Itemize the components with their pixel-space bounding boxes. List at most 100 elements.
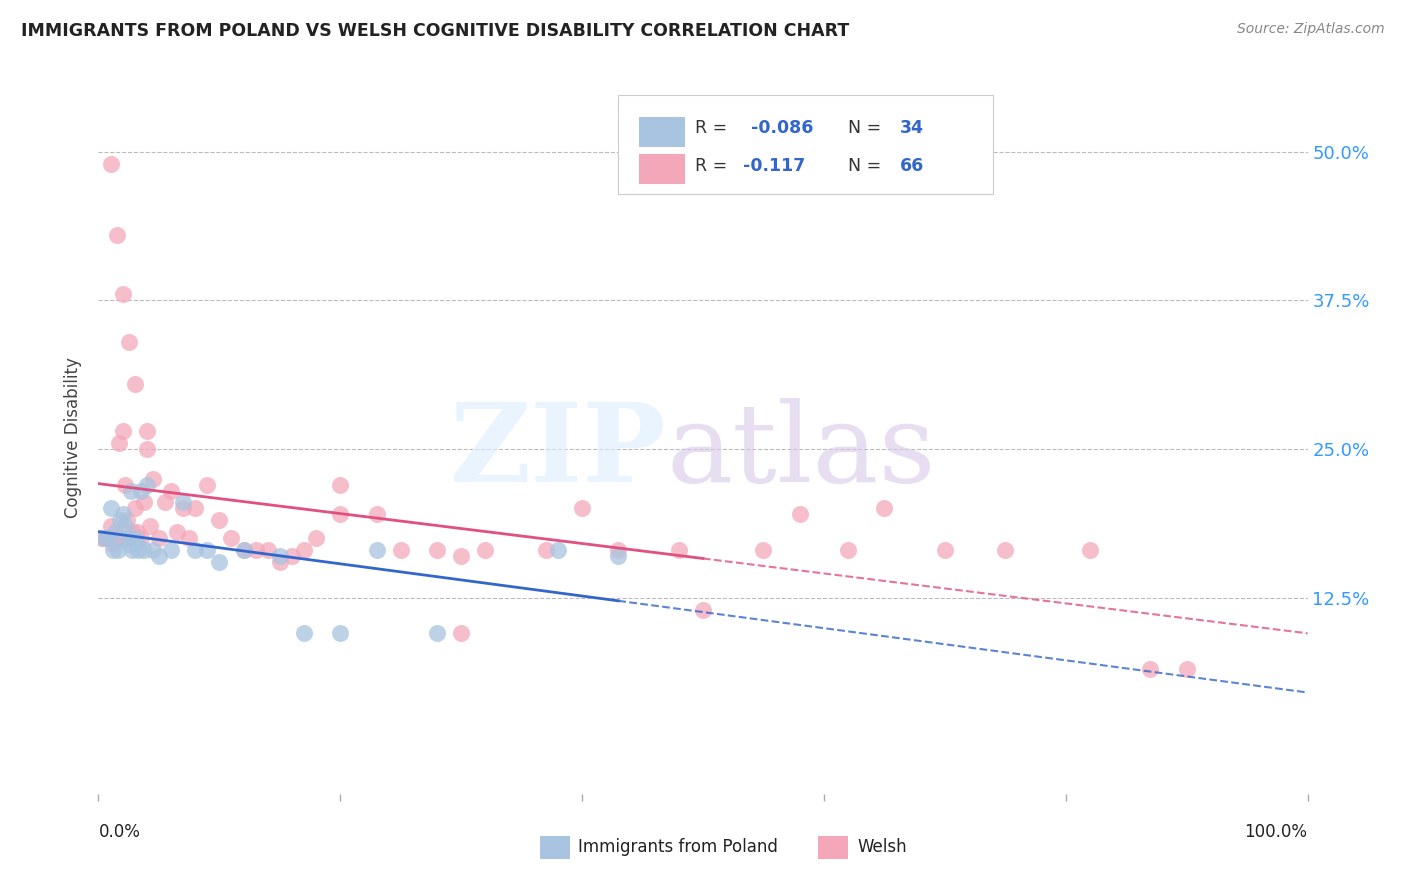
Point bbox=[100, 501, 122, 516]
Text: -0.117: -0.117 bbox=[742, 157, 806, 175]
Text: ZIP: ZIP bbox=[450, 398, 666, 505]
Point bbox=[118, 537, 141, 551]
Point bbox=[93, 531, 115, 545]
Point bbox=[668, 543, 690, 558]
Point bbox=[139, 519, 162, 533]
Text: R =: R = bbox=[695, 120, 733, 137]
Point bbox=[752, 543, 775, 558]
Point bbox=[245, 543, 267, 558]
Point bbox=[450, 549, 472, 563]
Point bbox=[129, 531, 152, 545]
Text: 66: 66 bbox=[900, 157, 924, 175]
Point bbox=[127, 543, 149, 558]
Point bbox=[166, 525, 188, 540]
Point bbox=[208, 555, 231, 569]
Point bbox=[232, 543, 254, 558]
Point bbox=[91, 531, 114, 545]
Point bbox=[474, 543, 496, 558]
Point bbox=[873, 501, 896, 516]
Point bbox=[934, 543, 956, 558]
Point bbox=[184, 543, 207, 558]
Bar bbox=[638, 154, 685, 185]
Point bbox=[269, 555, 291, 569]
Point bbox=[117, 531, 139, 545]
Point bbox=[692, 602, 714, 616]
Text: Welsh: Welsh bbox=[858, 838, 907, 856]
Point bbox=[547, 543, 569, 558]
Point bbox=[114, 477, 136, 491]
Point bbox=[124, 376, 146, 391]
Point bbox=[100, 156, 122, 170]
Point bbox=[534, 543, 557, 558]
Point bbox=[148, 531, 170, 545]
Point bbox=[129, 483, 152, 498]
Point bbox=[135, 424, 157, 438]
Point bbox=[108, 436, 131, 450]
Point bbox=[450, 626, 472, 640]
Point bbox=[124, 501, 146, 516]
Point bbox=[127, 537, 149, 551]
Text: -0.086: -0.086 bbox=[751, 120, 814, 137]
Point bbox=[221, 531, 243, 545]
Bar bbox=[638, 117, 685, 146]
Point bbox=[366, 543, 388, 558]
Point bbox=[120, 483, 142, 498]
Point bbox=[292, 626, 315, 640]
Bar bbox=[818, 836, 848, 859]
Point bbox=[96, 531, 118, 545]
Point bbox=[195, 543, 218, 558]
Point bbox=[97, 531, 120, 545]
Bar bbox=[540, 836, 569, 859]
Point bbox=[329, 477, 352, 491]
Point bbox=[108, 531, 131, 545]
Point bbox=[232, 543, 254, 558]
Point bbox=[426, 543, 449, 558]
Point bbox=[281, 549, 304, 563]
Text: atlas: atlas bbox=[666, 398, 936, 505]
Point bbox=[789, 508, 811, 522]
Point bbox=[97, 531, 120, 545]
Point bbox=[101, 543, 124, 558]
Point bbox=[111, 287, 134, 301]
FancyBboxPatch shape bbox=[619, 95, 993, 194]
Y-axis label: Cognitive Disability: Cognitive Disability bbox=[65, 357, 83, 517]
Point bbox=[127, 525, 149, 540]
Point bbox=[121, 543, 143, 558]
Point bbox=[104, 525, 127, 540]
Point bbox=[105, 531, 128, 545]
Text: Source: ZipAtlas.com: Source: ZipAtlas.com bbox=[1237, 22, 1385, 37]
Text: Immigrants from Poland: Immigrants from Poland bbox=[578, 838, 779, 856]
Point bbox=[172, 501, 194, 516]
Point bbox=[134, 495, 156, 509]
Point bbox=[135, 442, 157, 456]
Point bbox=[105, 227, 128, 242]
Point bbox=[134, 543, 156, 558]
Point bbox=[93, 531, 115, 545]
Text: 34: 34 bbox=[900, 120, 924, 137]
Point bbox=[994, 543, 1017, 558]
Text: 0.0%: 0.0% bbox=[98, 822, 141, 840]
Point bbox=[118, 531, 141, 545]
Point bbox=[114, 519, 136, 533]
Text: R =: R = bbox=[695, 157, 733, 175]
Point bbox=[172, 495, 194, 509]
Point bbox=[426, 626, 449, 640]
Point bbox=[305, 531, 328, 545]
Point bbox=[1139, 662, 1161, 676]
Point bbox=[101, 537, 124, 551]
Point bbox=[160, 483, 183, 498]
Text: IMMIGRANTS FROM POLAND VS WELSH COGNITIVE DISABILITY CORRELATION CHART: IMMIGRANTS FROM POLAND VS WELSH COGNITIV… bbox=[21, 22, 849, 40]
Point bbox=[256, 543, 278, 558]
Point bbox=[160, 543, 183, 558]
Point bbox=[135, 477, 157, 491]
Point bbox=[389, 543, 412, 558]
Point bbox=[607, 543, 630, 558]
Point bbox=[1078, 543, 1101, 558]
Point bbox=[366, 508, 388, 522]
Point bbox=[111, 508, 134, 522]
Point bbox=[108, 513, 131, 527]
Point bbox=[153, 495, 176, 509]
Point bbox=[195, 477, 218, 491]
Text: N =: N = bbox=[848, 120, 887, 137]
Text: 100.0%: 100.0% bbox=[1244, 822, 1308, 840]
